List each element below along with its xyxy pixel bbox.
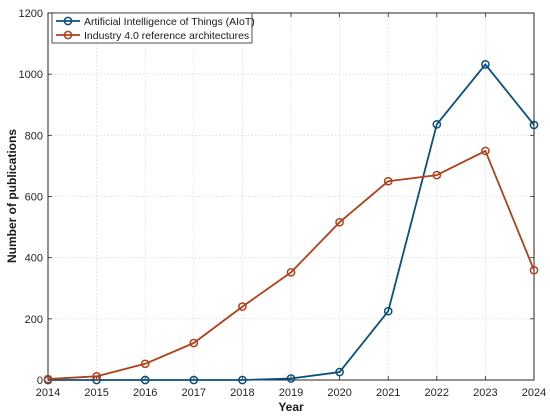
x-tick-label: 2020 <box>327 387 351 399</box>
x-tick-label: 2018 <box>230 387 254 399</box>
series-group <box>43 60 539 385</box>
legend-label: Artificial Intelligence of Things (AIoT) <box>84 16 255 28</box>
series-2-marker <box>286 267 296 277</box>
x-tick-label: 2017 <box>182 387 206 399</box>
series-2-line <box>47 150 535 380</box>
x-tick-label: 2014 <box>36 387 60 399</box>
y-tick-label: 600 <box>25 192 43 204</box>
series-1-marker <box>432 119 442 129</box>
x-tick-label: 2016 <box>133 387 157 399</box>
series-2-marker <box>92 371 101 381</box>
y-tick-label: 1000 <box>19 69 43 81</box>
series-2-marker <box>481 146 490 156</box>
series-1-marker <box>481 60 490 69</box>
x-tick-label: 2023 <box>473 387 497 399</box>
series-2-marker <box>43 374 53 384</box>
x-tick-label: 2021 <box>376 387 400 399</box>
series-2-marker <box>140 359 150 369</box>
x-axis-title: Year <box>278 400 304 414</box>
series-2 <box>43 146 539 384</box>
series-1-marker <box>529 120 539 130</box>
x-tick-label: 2022 <box>425 387 449 399</box>
legend-swatch-marker <box>63 30 73 40</box>
series-1-marker <box>189 375 199 385</box>
series-2-marker <box>189 338 199 348</box>
series-1-marker <box>238 375 247 385</box>
y-tick-label: 0 <box>37 375 43 387</box>
legend-swatch-marker <box>63 16 73 26</box>
y-tick-label: 1200 <box>19 8 43 20</box>
x-tick-label: 2015 <box>84 387 108 399</box>
y-tick-label: 800 <box>25 130 43 142</box>
series-1-marker <box>383 306 393 316</box>
series-1-marker <box>140 375 150 385</box>
y-axis-title: Number of publications <box>5 129 19 263</box>
legend-box <box>51 12 253 44</box>
y-tick-label: 200 <box>25 314 43 326</box>
y-axis-ticks: 0 200 400 600 800 1000 1200 <box>19 8 534 387</box>
series-2-marker <box>238 302 247 311</box>
y-tick-label: 400 <box>25 253 43 265</box>
series-2-marker <box>335 217 344 227</box>
x-tick-label: 2019 <box>279 387 303 399</box>
series-2-marker <box>529 265 539 275</box>
series-2-marker <box>383 176 393 186</box>
x-tick-label: 2024 <box>522 387 546 399</box>
series-1-marker <box>286 374 296 383</box>
series-2-marker <box>432 170 442 180</box>
x-axis-ticks: 2014 2015 2016 2017 2018 2019 2020 2021 2022 2023… <box>36 13 546 399</box>
legend: Artificial Intelligence of Things (AIoT)… <box>51 12 255 44</box>
series-1-line <box>48 63 535 381</box>
series-1-marker <box>335 367 344 377</box>
legend-label: Industry 4.0 reference architectures <box>84 30 249 42</box>
